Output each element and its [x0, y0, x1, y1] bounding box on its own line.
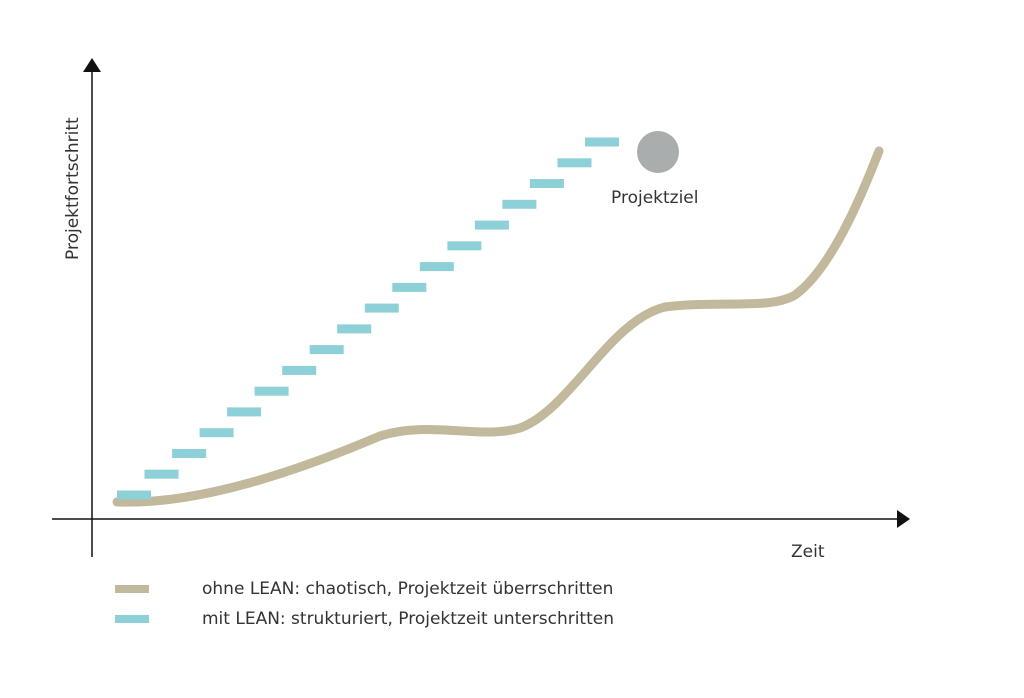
- legend-item-chaotic: ohne LEAN: chaotisch, Projektzeit überrs…: [115, 574, 614, 604]
- progress-step: [337, 324, 372, 334]
- progress-step: [254, 386, 289, 396]
- progress-step: [502, 199, 537, 209]
- progress-step: [474, 220, 509, 230]
- project-goal-marker: [637, 131, 679, 173]
- y-axis-arrow-icon: [83, 58, 101, 72]
- chaotic-progress-curve: [112, 146, 884, 507]
- progress-step: [447, 241, 482, 251]
- progress-step: [117, 490, 151, 500]
- x-axis-label: Zeit: [791, 542, 825, 562]
- progress-step: [419, 262, 454, 272]
- progress-step: [199, 428, 234, 438]
- legend-label-chaotic: ohne LEAN: chaotisch, Projektzeit überrs…: [202, 579, 614, 599]
- legend-label-structured: mit LEAN: strukturiert, Projektzeit unte…: [202, 609, 615, 629]
- progress-step: [557, 158, 592, 168]
- legend-swatch-chaotic: [115, 585, 149, 593]
- legend: ohne LEAN: chaotisch, Projektzeit überrs…: [115, 574, 614, 634]
- progress-step: [227, 407, 262, 417]
- progress-step: [282, 365, 317, 375]
- legend-item-structured: mit LEAN: strukturiert, Projektzeit unte…: [115, 604, 614, 634]
- x-axis-arrow-icon: [897, 510, 910, 528]
- progress-step: [144, 469, 179, 479]
- project-goal-label: Projektziel: [611, 188, 699, 208]
- y-axis-label: Projektfortschritt: [63, 117, 83, 260]
- progress-step: [392, 282, 427, 292]
- structured-progress-steps: [117, 137, 619, 500]
- progress-step: [585, 137, 619, 147]
- progress-step: [309, 345, 344, 355]
- progress-step: [529, 179, 564, 188]
- progress-step: [364, 303, 399, 313]
- progress-step: [172, 449, 207, 458]
- legend-swatch-structured: [115, 615, 149, 623]
